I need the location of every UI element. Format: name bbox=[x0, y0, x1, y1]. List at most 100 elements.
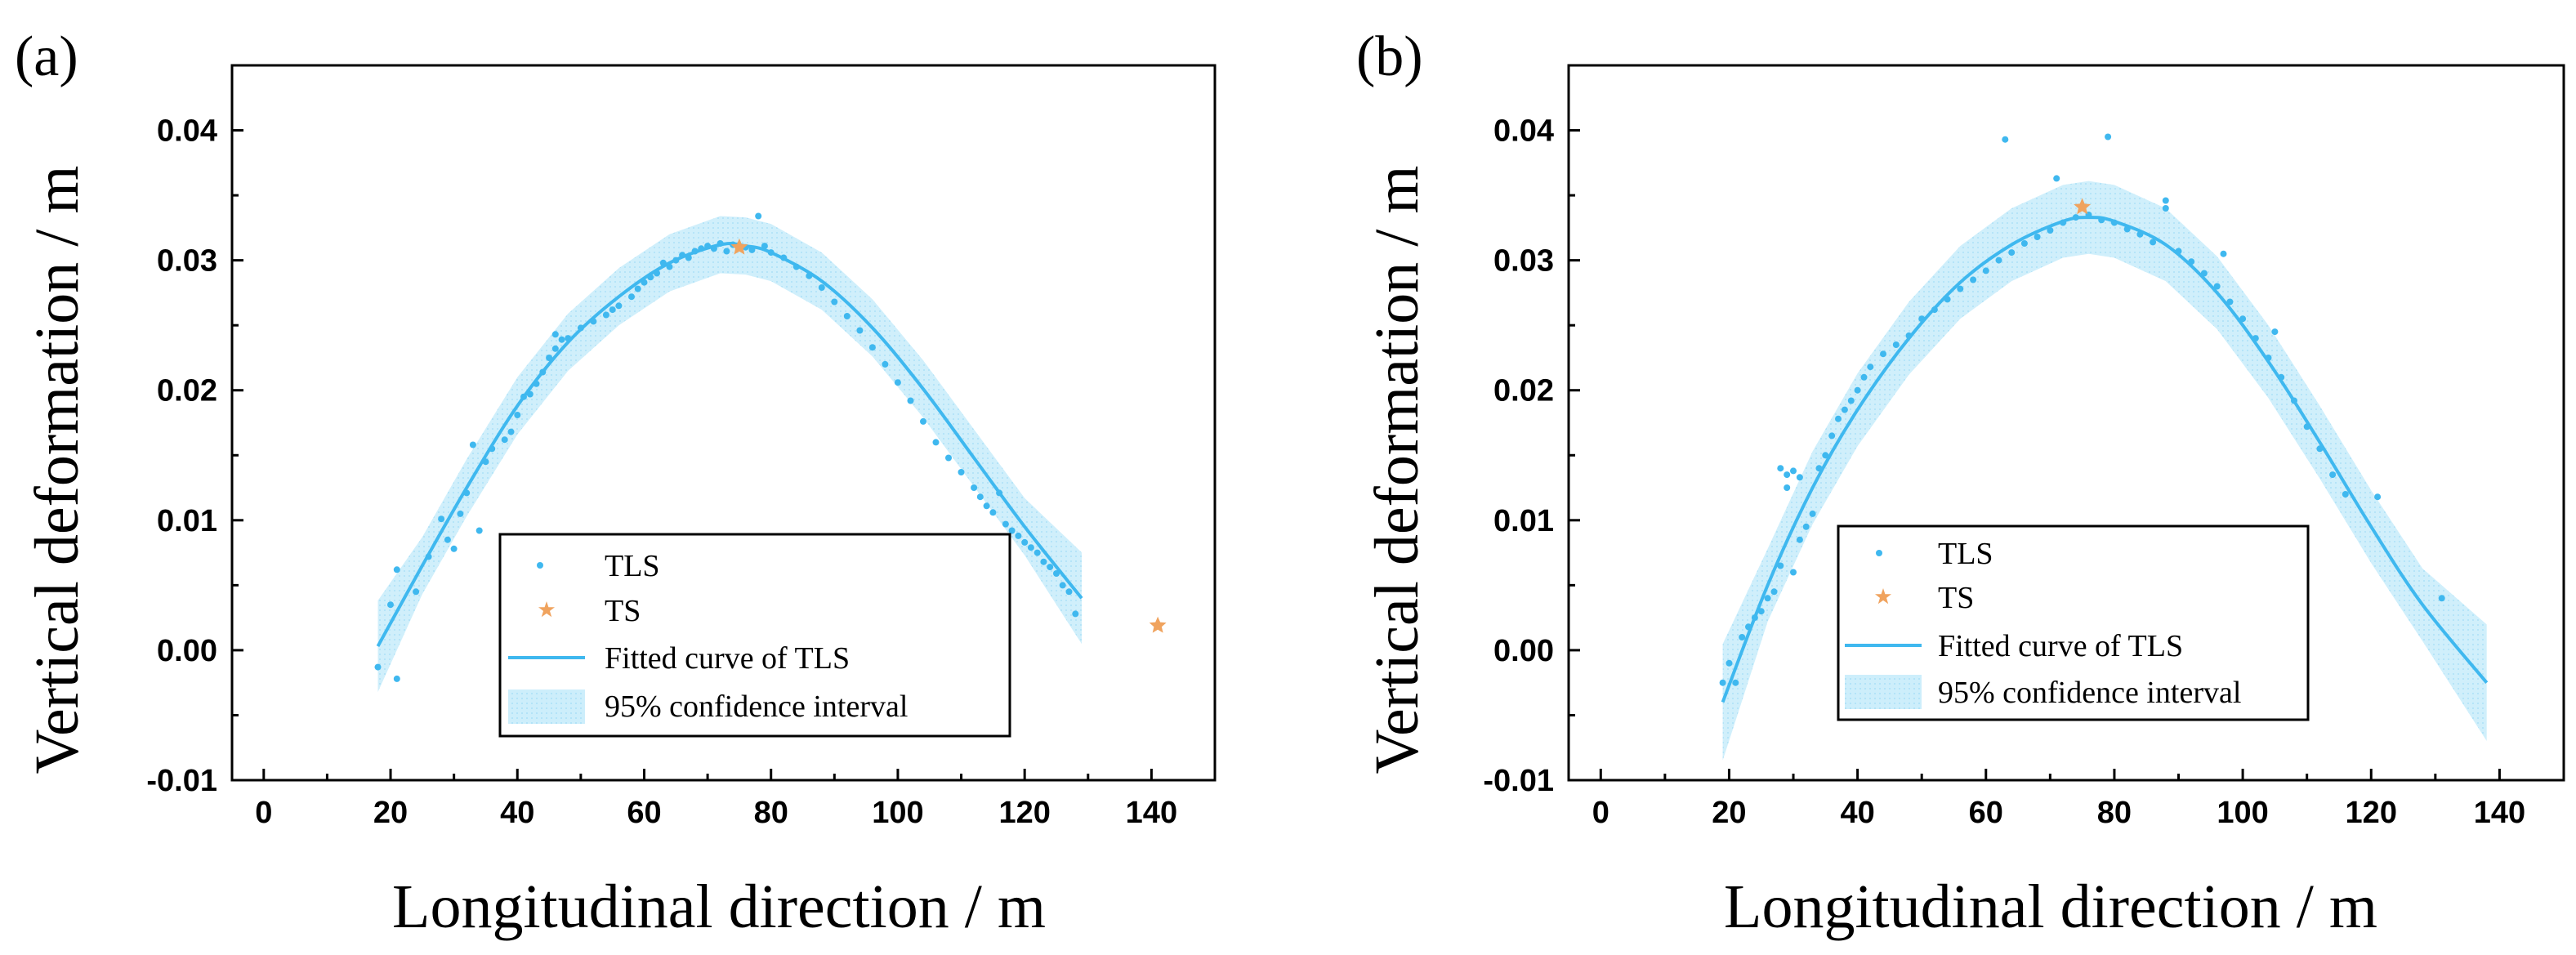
tls-point bbox=[1784, 471, 1791, 479]
tls-point bbox=[2008, 249, 2016, 257]
tls-point bbox=[691, 248, 699, 255]
tls-point bbox=[2150, 239, 2157, 246]
tls-point bbox=[489, 445, 496, 453]
tls-point bbox=[1982, 267, 1989, 274]
tls-point bbox=[868, 344, 876, 351]
tls-point bbox=[976, 493, 984, 501]
legend-label-ci: 95% confidence interval bbox=[605, 689, 908, 724]
tls-point bbox=[1770, 588, 1778, 596]
tls-point bbox=[2291, 397, 2297, 404]
tls-point bbox=[882, 360, 889, 368]
y-tick-label: 0.02 bbox=[1493, 374, 1554, 408]
tls-point bbox=[856, 327, 864, 334]
tls-point bbox=[2105, 133, 2112, 141]
x-tick-label: 120 bbox=[998, 796, 1050, 830]
tls-point bbox=[1790, 569, 1797, 576]
tls-point bbox=[894, 379, 901, 386]
tls-point bbox=[2316, 445, 2324, 453]
tls-point bbox=[666, 263, 673, 270]
tls-point bbox=[565, 335, 572, 342]
y-axis-title: Vertical deformation / m bbox=[23, 166, 92, 774]
ts-point bbox=[730, 238, 748, 255]
tls-point bbox=[425, 553, 432, 560]
tls-point bbox=[1970, 276, 1977, 283]
legend: TLS TS Fitted curve of TLS 95% confidenc… bbox=[1837, 524, 2310, 721]
tls-point bbox=[698, 245, 705, 252]
panel-label: (a) bbox=[15, 25, 78, 88]
tls-point bbox=[1040, 558, 1047, 565]
legend-label-ci: 95% confidence interval bbox=[1938, 676, 2241, 710]
tls-point bbox=[1053, 570, 1060, 577]
confidence-band bbox=[1722, 181, 2487, 761]
tls-point bbox=[1777, 465, 1784, 472]
tls-point bbox=[450, 545, 458, 552]
y-tick-label: 0.02 bbox=[157, 374, 217, 408]
tls-point bbox=[1008, 527, 1016, 534]
plot-frame bbox=[1567, 64, 2565, 782]
confidence-band-layer bbox=[1722, 181, 2487, 761]
tls-point bbox=[1892, 341, 1900, 348]
legend-label-tls: TLS bbox=[605, 549, 660, 583]
tls-point bbox=[1796, 536, 1803, 543]
tls-point bbox=[539, 368, 547, 376]
tls-point bbox=[590, 318, 597, 325]
tls-point bbox=[672, 257, 680, 264]
tls-point bbox=[2239, 315, 2247, 323]
tls-point bbox=[2136, 230, 2144, 238]
ts-point bbox=[2074, 198, 2092, 215]
tls-point bbox=[551, 331, 559, 338]
tls-point bbox=[831, 298, 838, 306]
x-axis-title: Longitudinal direction / m bbox=[1724, 872, 2377, 941]
tls-point bbox=[704, 243, 712, 250]
tls-point bbox=[1790, 467, 1797, 475]
tls-point bbox=[2271, 328, 2279, 336]
tls-point bbox=[755, 212, 762, 220]
tls-point bbox=[717, 240, 724, 247]
tls-point bbox=[2438, 595, 2445, 602]
tls-point bbox=[1860, 373, 1868, 381]
y-axis-title: Vertical deformation / m bbox=[1363, 166, 1431, 774]
tls-point bbox=[2188, 258, 2195, 266]
tls-point bbox=[577, 324, 584, 332]
tls-point bbox=[1847, 397, 1855, 404]
tls-point bbox=[1726, 659, 1733, 667]
points-layer bbox=[1719, 133, 2445, 686]
tls-point bbox=[469, 441, 476, 448]
tls-point bbox=[932, 439, 940, 446]
tls-point bbox=[1905, 332, 1913, 339]
tls-point bbox=[2265, 355, 2272, 361]
tls-point bbox=[2060, 219, 2067, 226]
tls-point bbox=[1880, 350, 1886, 358]
tls-point bbox=[609, 306, 616, 314]
tls-point bbox=[2034, 234, 2041, 240]
y-tick-label: 0.01 bbox=[1493, 504, 1554, 538]
tls-point bbox=[679, 252, 686, 259]
tls-point bbox=[767, 249, 775, 257]
x-tick-label: 20 bbox=[373, 796, 408, 830]
x-tick-label: 140 bbox=[1126, 796, 1177, 830]
tls-point bbox=[2053, 175, 2060, 182]
y-tick-label: 0.03 bbox=[1493, 244, 1554, 279]
tls-point bbox=[989, 509, 997, 516]
tls-point bbox=[710, 245, 717, 252]
x-tick-label: 80 bbox=[754, 796, 788, 830]
tls-point bbox=[1802, 523, 1810, 530]
tls-point bbox=[1918, 315, 1926, 323]
tls-point bbox=[1757, 608, 1765, 615]
tls-point bbox=[514, 412, 521, 418]
tls-point bbox=[2047, 227, 2054, 234]
tls-point bbox=[2110, 219, 2118, 226]
legend-ci-swatch bbox=[1845, 675, 1922, 709]
tls-point bbox=[685, 254, 692, 261]
tls-point bbox=[2374, 493, 2382, 501]
tls-point bbox=[907, 397, 914, 404]
tls-point bbox=[615, 302, 623, 310]
tls-point bbox=[526, 390, 534, 398]
tls-point bbox=[2213, 283, 2221, 290]
x-tick-label: 40 bbox=[1840, 796, 1874, 830]
y-tick-label: -0.01 bbox=[146, 764, 217, 798]
tls-point bbox=[1822, 452, 1829, 459]
tls-point bbox=[520, 393, 527, 400]
y-tick-label: 0.01 bbox=[157, 504, 217, 538]
